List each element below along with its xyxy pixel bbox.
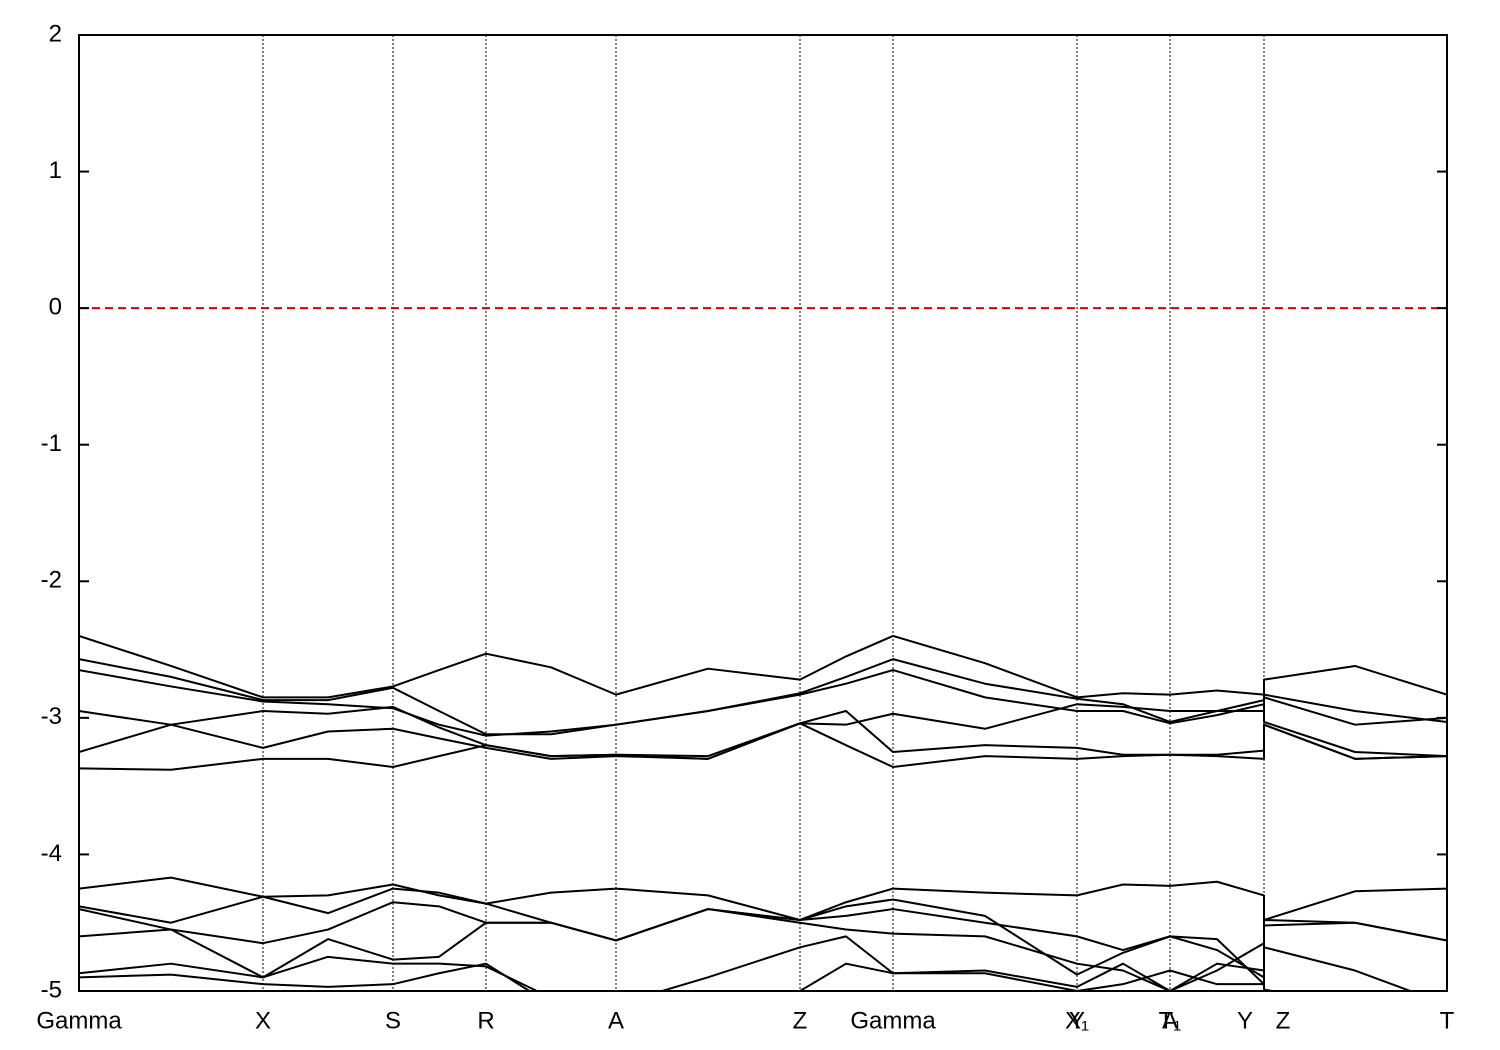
y-tick-label: -2 <box>41 567 62 594</box>
band-line <box>79 696 1447 758</box>
x-tick-label: A <box>608 1007 624 1034</box>
band-line <box>79 887 1447 986</box>
band-line <box>79 722 1447 771</box>
band-line <box>79 658 1447 736</box>
x-tick-label: Z <box>1276 1007 1291 1034</box>
band-line <box>79 669 1447 758</box>
y-tick-label: -1 <box>41 430 62 457</box>
x-tick-label: Gamma <box>850 1007 936 1034</box>
band-line <box>79 901 1447 979</box>
x-tick-label: X <box>255 1007 271 1034</box>
x-tick-label: Gamma <box>36 1007 122 1034</box>
x-tick-label: A <box>1162 1007 1178 1034</box>
bands-layer <box>79 634 1447 991</box>
x-tick-label: Y <box>1069 1007 1085 1034</box>
band-line <box>79 962 1271 991</box>
x-tick-label: R <box>477 1007 494 1034</box>
grid-layer <box>79 35 1447 991</box>
y-tick-label: -3 <box>41 703 62 730</box>
x-tick-label: T <box>1440 1007 1455 1034</box>
band-line <box>79 935 1279 991</box>
y-tick-label: -4 <box>41 840 62 867</box>
band-line <box>79 908 1414 991</box>
y-tick-label: 0 <box>49 293 62 320</box>
band-line <box>79 634 1447 699</box>
x-tick-label: T₁ <box>1159 1007 1182 1034</box>
y-tick-label: -5 <box>41 976 62 1003</box>
x-tick-label: Y <box>1237 1007 1253 1034</box>
x-tick-label: X₁ <box>1065 1007 1089 1034</box>
y-tick-label: 1 <box>49 157 62 184</box>
y-tick-label: 2 <box>49 20 62 47</box>
band-line <box>79 710 1447 760</box>
x-tick-label: Z <box>793 1007 808 1034</box>
x-tick-label: S <box>385 1007 401 1034</box>
plot-frame <box>78 34 1448 992</box>
band-line <box>79 876 1447 921</box>
